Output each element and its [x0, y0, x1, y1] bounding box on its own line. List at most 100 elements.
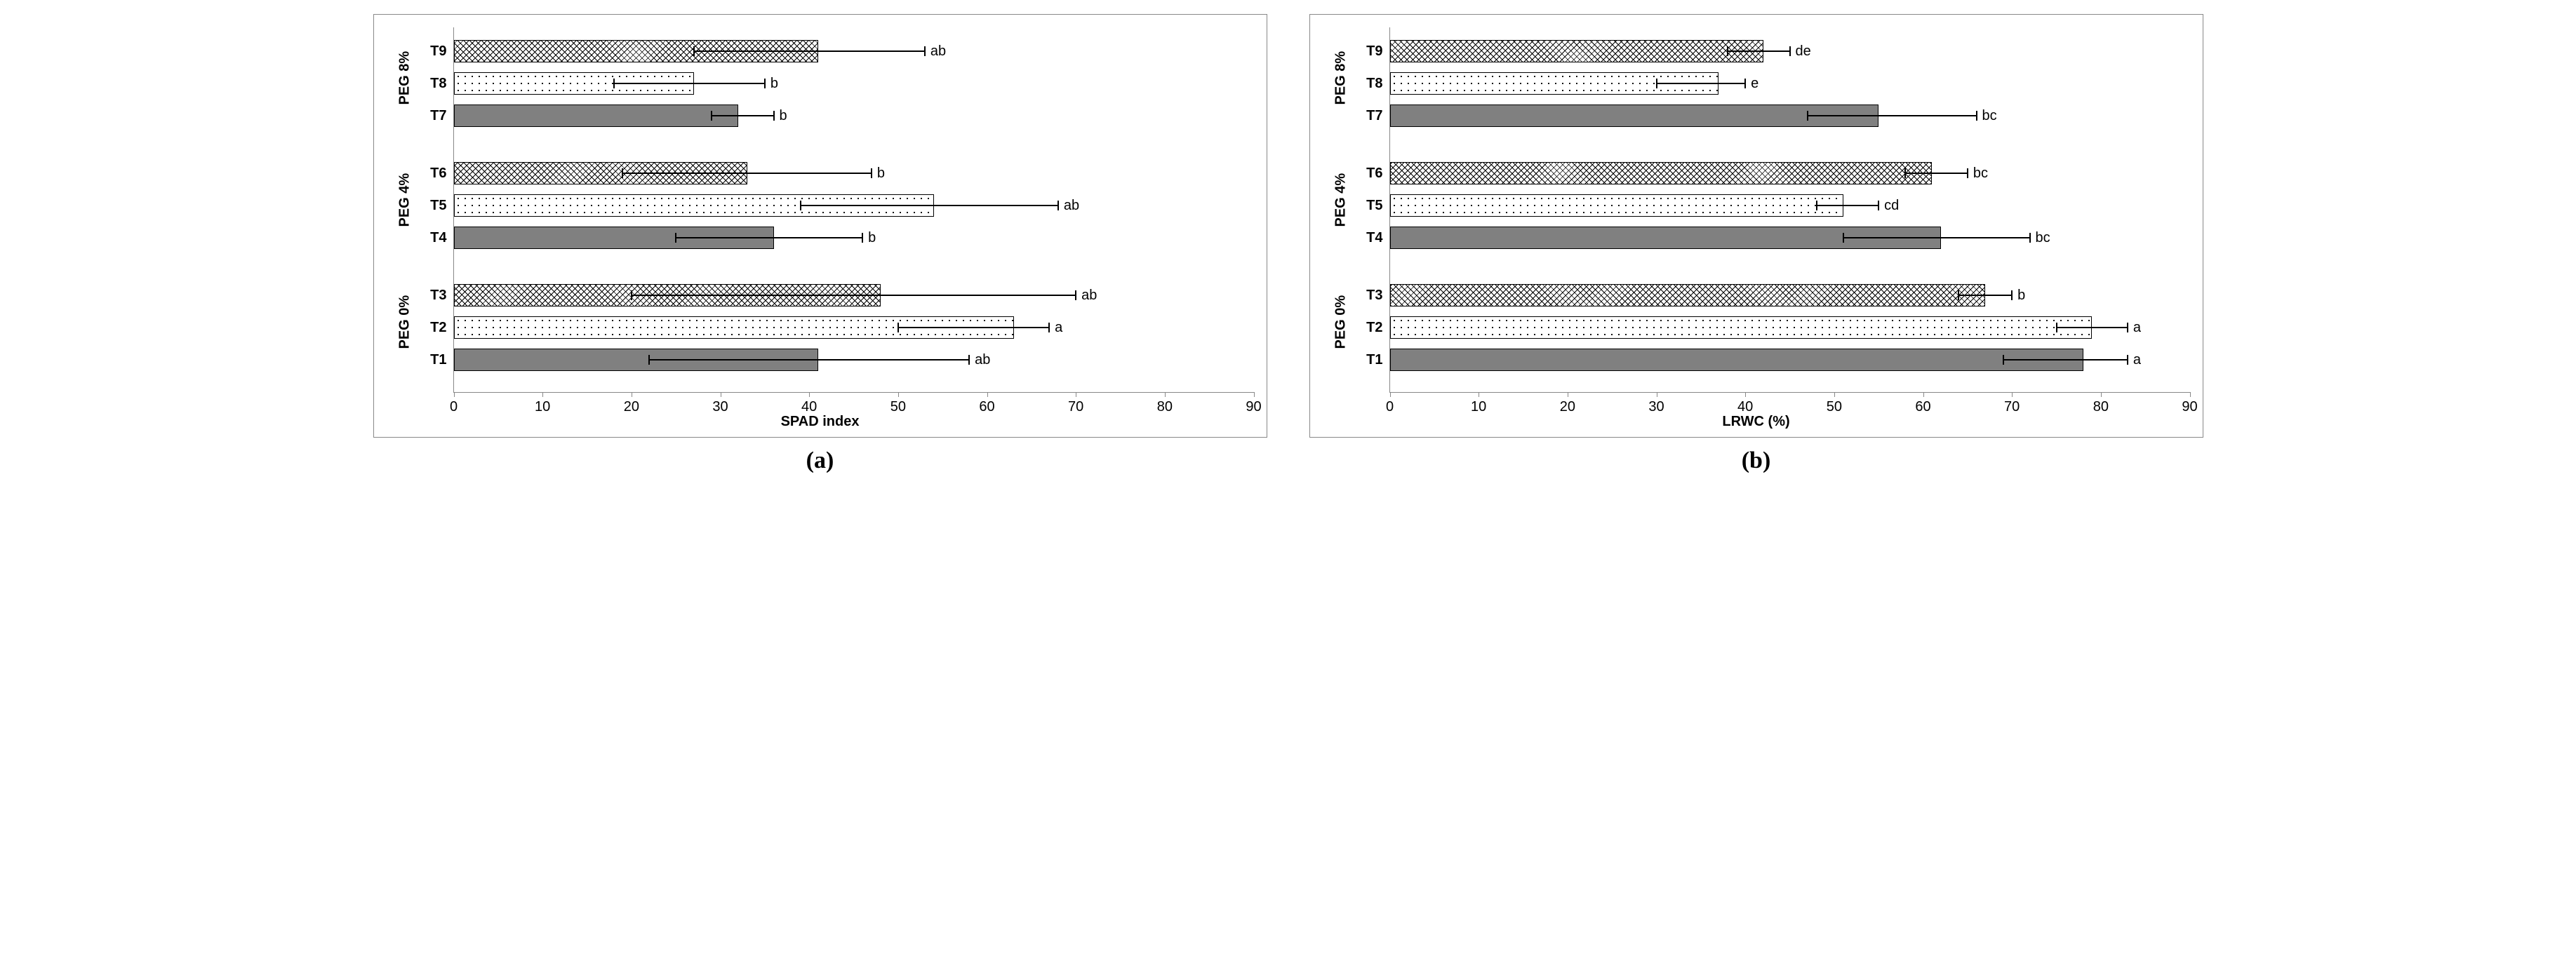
plot-area-b: T1aT2aT3bPEG 0%T4bcT5cdT6bcPEG 4%T7bcT8e… [1389, 27, 2190, 393]
error-bar-cap [968, 355, 970, 365]
panel-a: T1abT2aT3abPEG 0%T4bT5abT6bPEG 4%T7bT8bT… [373, 14, 1267, 474]
error-bar-cap [675, 233, 676, 243]
group-label: PEG 8% [1333, 42, 1349, 105]
error-bar-cap [1727, 46, 1728, 56]
bar-label: T1 [1359, 352, 1383, 368]
xtick-label: 0 [1380, 399, 1401, 415]
significance-label: a [1055, 320, 1062, 336]
error-bar-cap [924, 46, 926, 56]
xtick-label: 70 [1065, 399, 1086, 415]
error-bar [649, 359, 969, 361]
bar-label: T4 [1359, 230, 1383, 246]
error-bar-cap [2127, 355, 2128, 365]
xtick-mark [2101, 392, 2102, 397]
bar [1390, 194, 1843, 217]
xtick-mark [898, 392, 899, 397]
error-bar-cap [648, 355, 650, 365]
significance-label: ab [930, 43, 946, 60]
error-bar-cap [1789, 46, 1791, 56]
error-bar-cap [897, 323, 899, 332]
significance-label: ab [1081, 288, 1097, 304]
error-bar-cap [1843, 233, 1844, 243]
xtick-mark [2190, 392, 2191, 397]
panel-b: T1aT2aT3bPEG 0%T4bcT5cdT6bcPEG 4%T7bcT8e… [1309, 14, 2203, 474]
bar [1390, 284, 1986, 306]
error-bar-cap [1958, 290, 1959, 300]
bar-label: T5 [422, 198, 447, 214]
bar [1390, 40, 1763, 62]
bar-label: T8 [422, 76, 447, 92]
significance-label: b [877, 166, 885, 182]
bar-label: T9 [422, 43, 447, 60]
significance-label: ab [975, 352, 990, 368]
error-bar-cap [1075, 290, 1076, 300]
error-bar [1843, 237, 2030, 238]
error-bar-cap [1967, 168, 1968, 178]
error-bar [1905, 173, 1968, 174]
error-bar-cap [773, 111, 775, 121]
error-bar-cap [693, 46, 695, 56]
significance-label: bc [2036, 230, 2050, 246]
xtick-mark [1254, 392, 1255, 397]
error-bar [1657, 83, 1746, 84]
xtick-label: 30 [1646, 399, 1667, 415]
error-bar [801, 205, 1058, 206]
error-bar [1728, 50, 1790, 52]
bar-label: T2 [422, 320, 447, 336]
error-bar [2003, 359, 2128, 361]
error-bar [632, 295, 1076, 296]
error-bar [622, 173, 872, 174]
error-bar-cap [631, 290, 632, 300]
error-bar-cap [1878, 201, 1879, 210]
xtick-label: 20 [621, 399, 642, 415]
significance-label: bc [1982, 108, 1997, 124]
xtick-label: 0 [443, 399, 465, 415]
xtick-label: 40 [1735, 399, 1756, 415]
significance-label: b [770, 76, 778, 92]
error-bar-cap [1904, 168, 1906, 178]
error-bar [676, 237, 862, 238]
significance-label: e [1751, 76, 1759, 92]
error-bar [712, 115, 774, 116]
bar [1390, 105, 1879, 127]
error-bar-cap [1976, 111, 1977, 121]
xtick-mark [987, 392, 988, 397]
error-bar [1817, 205, 1879, 206]
chart-box-b: T1aT2aT3bPEG 0%T4bcT5cdT6bcPEG 4%T7bcT8e… [1309, 14, 2203, 438]
xtick-mark [1834, 392, 1835, 397]
group-label: PEG 0% [396, 286, 413, 349]
xtick-label: 70 [2001, 399, 2022, 415]
xtick-label: 50 [1824, 399, 1845, 415]
group-label: PEG 4% [1333, 164, 1349, 227]
bar-label: T6 [1359, 166, 1383, 182]
xtick-label: 60 [1913, 399, 1934, 415]
error-bar-cap [1816, 201, 1817, 210]
error-bar [1808, 115, 1977, 116]
significance-label: bc [1973, 166, 1988, 182]
bar-label: T6 [422, 166, 447, 182]
xtick-mark [1923, 392, 1924, 397]
significance-label: b [780, 108, 787, 124]
significance-label: a [2133, 320, 2141, 336]
bar [454, 105, 738, 127]
bar-label: T5 [1359, 198, 1383, 214]
error-bar-cap [622, 168, 623, 178]
bar-label: T1 [422, 352, 447, 368]
significance-label: cd [1884, 198, 1899, 214]
chart-box-a: T1abT2aT3abPEG 0%T4bT5abT6bPEG 4%T7bT8bT… [373, 14, 1267, 438]
xtick-label: 80 [2090, 399, 2111, 415]
bar-label: T2 [1359, 320, 1383, 336]
plot-area-a: T1abT2aT3abPEG 0%T4bT5abT6bPEG 4%T7bT8bT… [453, 27, 1254, 393]
xtick-label: 40 [799, 399, 820, 415]
error-bar-cap [2127, 323, 2128, 332]
xtick-mark [1165, 392, 1166, 397]
significance-label: b [868, 230, 876, 246]
bar [1390, 349, 2083, 371]
xtick-label: 20 [1557, 399, 1578, 415]
significance-label: ab [1064, 198, 1079, 214]
error-bar-cap [1807, 111, 1808, 121]
bar-label: T4 [422, 230, 447, 246]
xtick-label: 90 [2180, 399, 2201, 415]
bar-label: T7 [1359, 108, 1383, 124]
xtick-label: 60 [977, 399, 998, 415]
